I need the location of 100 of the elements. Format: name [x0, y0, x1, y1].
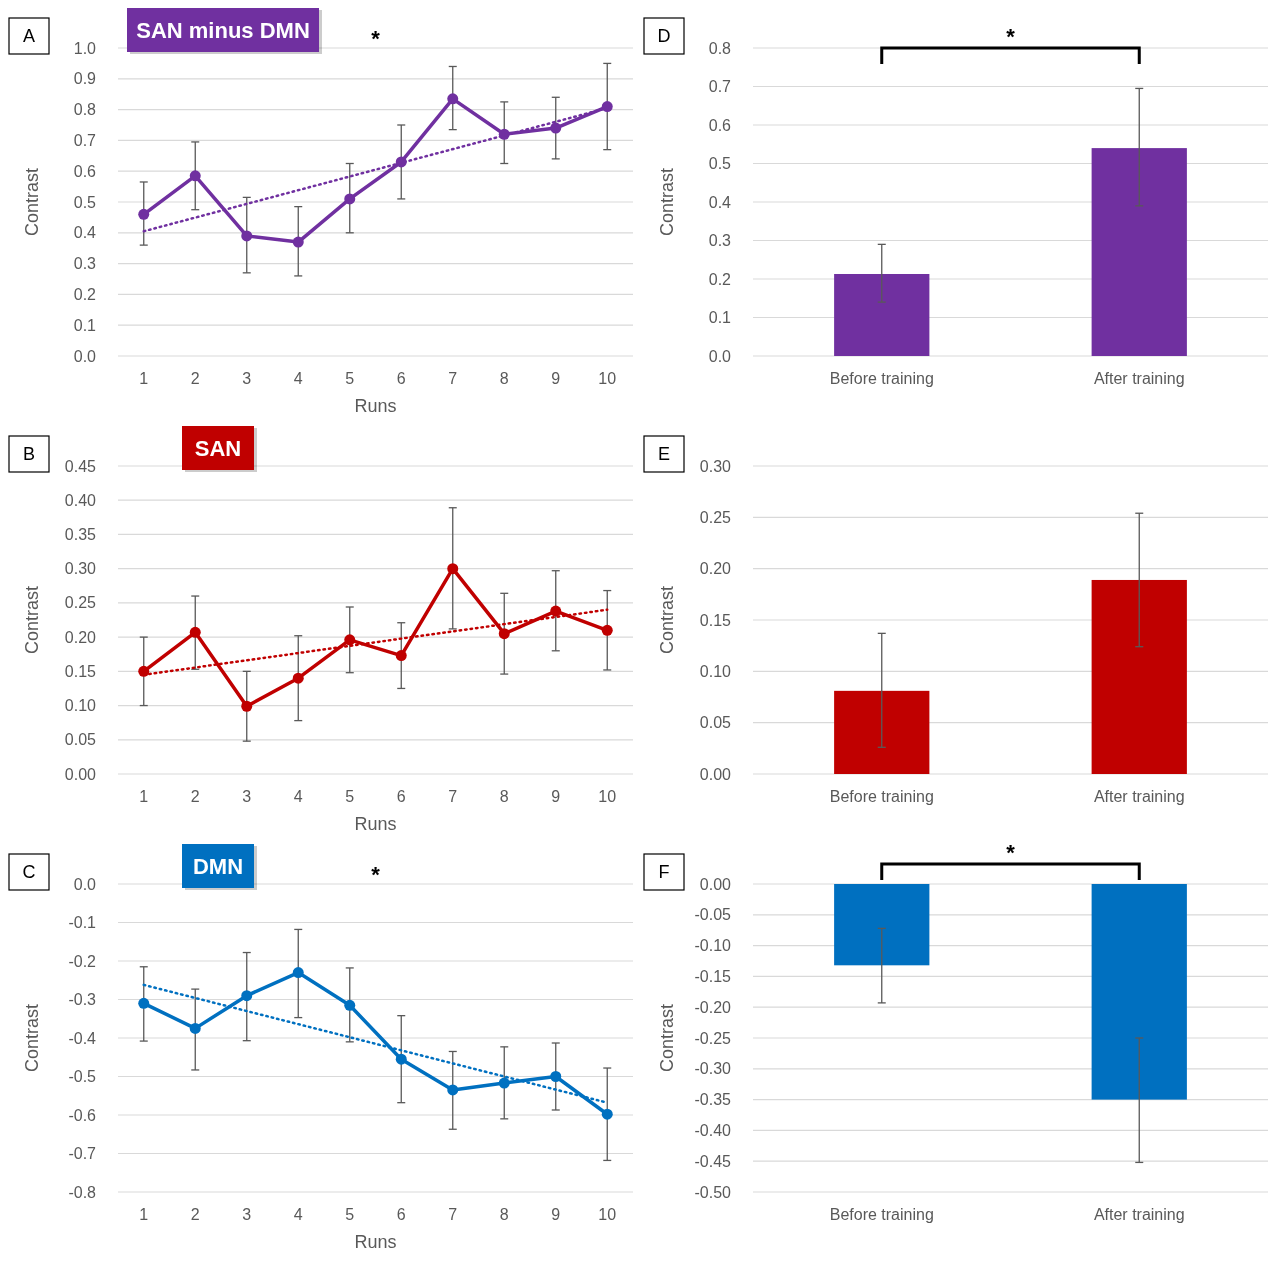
text: A	[22, 26, 36, 46]
y-tick-label: 0.40	[64, 491, 97, 509]
y-tick-label: -0.3	[68, 991, 97, 1009]
x-tick-label: 6	[396, 1206, 406, 1223]
x-tick-label: 2	[190, 370, 200, 387]
y-tick-label: -0.30	[694, 1060, 732, 1078]
y-tick-label: 0.7	[73, 132, 97, 149]
x-tick-label: 3	[242, 1206, 252, 1223]
x-tick-label: 9	[551, 370, 561, 387]
y-axis-title: Contrast	[657, 167, 677, 237]
y-tick-label: 1.0	[73, 39, 97, 57]
y-tick-label: -0.8	[68, 1183, 97, 1201]
y-tick-label: 0.2	[708, 270, 732, 288]
text: E	[657, 444, 671, 464]
point	[498, 1077, 510, 1089]
y-tick-label: 0.10	[699, 662, 732, 680]
x-tick-label: 9	[551, 1206, 561, 1223]
x-tick-label: Before training	[829, 788, 934, 805]
x-tick-label: 1	[139, 370, 149, 387]
x-tick-label: 5	[345, 788, 355, 805]
point	[241, 230, 253, 242]
x-tick-label: 4	[293, 788, 303, 805]
point	[447, 563, 459, 575]
point	[344, 193, 356, 205]
y-tick-label: 0.5	[73, 193, 97, 211]
point	[241, 990, 253, 1002]
y-tick-label: -0.15	[694, 968, 732, 985]
chart-title: DMN	[192, 854, 244, 879]
annotation: *	[371, 26, 381, 51]
y-tick-label: -0.2	[68, 952, 97, 970]
y-tick-label: -0.5	[68, 1068, 97, 1086]
y-tick-label: 0.8	[708, 39, 732, 57]
text: F	[658, 862, 670, 882]
point	[550, 605, 562, 617]
y-tick-label: 0.9	[73, 70, 97, 88]
y-tick-label: -0.50	[694, 1183, 732, 1201]
x-tick-label: Before training	[829, 370, 934, 387]
y-tick-label: 0.1	[73, 316, 97, 334]
point	[292, 236, 304, 248]
y-tick-label: -0.40	[694, 1122, 732, 1139]
y-tick-label: -0.6	[68, 1106, 97, 1124]
x-tick-label: 5	[345, 1206, 355, 1223]
y-tick-label: -0.20	[694, 998, 732, 1016]
point	[344, 634, 356, 646]
text: *	[1006, 840, 1016, 865]
x-tick-label: 9	[551, 788, 561, 805]
x-tick-label: 5	[345, 370, 355, 387]
point	[447, 93, 459, 105]
y-tick-label: 0.20	[64, 628, 97, 646]
y-tick-label: -0.1	[68, 914, 97, 932]
x-tick-label: 6	[396, 370, 406, 387]
y-tick-label: -0.10	[694, 937, 732, 955]
y-tick-label: 0.00	[699, 765, 732, 783]
y-tick-label: 0.30	[699, 457, 732, 475]
y-tick-label: 0.30	[64, 560, 97, 578]
x-tick-label: 2	[190, 1206, 200, 1223]
y-tick-label: 0.0	[73, 875, 97, 893]
y-tick-label: 0.45	[64, 457, 97, 475]
annotation: *	[371, 862, 381, 887]
text: D	[657, 26, 671, 46]
x-axis-title: Runs	[354, 1232, 397, 1252]
y-tick-label: -0.25	[694, 1029, 732, 1047]
x-tick-label: 7	[448, 788, 458, 805]
y-tick-label: 0.00	[64, 765, 97, 783]
point	[138, 208, 150, 220]
y-tick-label: -0.05	[694, 906, 732, 924]
x-tick-label: 3	[242, 370, 252, 387]
x-tick-label: 10	[598, 1206, 617, 1223]
y-axis-title: Contrast	[657, 585, 677, 655]
x-tick-label: 8	[499, 1206, 509, 1223]
point	[395, 1053, 407, 1065]
x-tick-label: 7	[448, 1206, 458, 1223]
annotation: *	[1006, 24, 1016, 49]
y-axis-title: Contrast	[657, 1003, 677, 1073]
x-tick-label: After training	[1093, 370, 1185, 387]
y-tick-label: 0.00	[699, 875, 732, 893]
x-tick-label: 10	[598, 788, 617, 805]
point	[498, 628, 510, 640]
text: C	[22, 862, 36, 882]
x-tick-label: 10	[598, 370, 617, 387]
x-tick-label: 6	[396, 788, 406, 805]
y-tick-label: 0.0	[73, 347, 97, 365]
y-tick-label: -0.35	[694, 1091, 732, 1109]
x-tick-label: After training	[1093, 1206, 1185, 1223]
y-tick-label: 0.2	[73, 286, 97, 303]
text: B	[22, 444, 36, 464]
y-tick-label: 0.35	[64, 526, 97, 544]
point	[447, 1084, 459, 1096]
chart-title: SAN minus DMN	[136, 18, 310, 43]
y-tick-label: 0.3	[708, 232, 732, 250]
x-axis-title: Runs	[354, 814, 397, 834]
y-tick-label: -0.7	[68, 1145, 97, 1163]
y-tick-label: 0.25	[64, 594, 97, 612]
point	[189, 626, 201, 638]
point	[550, 1071, 562, 1082]
chart-title: SAN	[194, 436, 242, 461]
point	[138, 997, 150, 1009]
x-tick-label: 7	[448, 370, 458, 387]
y-tick-label: 0.3	[73, 255, 97, 273]
y-tick-label: 0.15	[699, 611, 732, 629]
